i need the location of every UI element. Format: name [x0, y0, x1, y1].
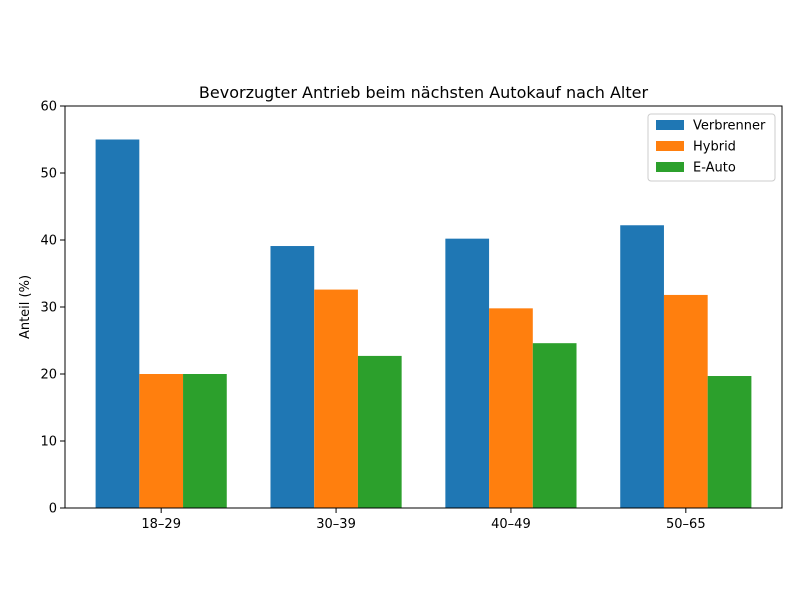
bar-e-auto-1: [357, 355, 402, 508]
legend-swatch-hybrid: [656, 141, 684, 151]
x-tick-label: 18–29: [141, 517, 181, 532]
y-tick-label: 10: [40, 435, 57, 450]
legend-label-e-auto: E-Auto: [693, 161, 736, 176]
bar-hybrid-2: [489, 308, 533, 508]
y-tick-label: 0: [49, 502, 57, 517]
plot-frame: [64, 105, 783, 509]
bar-verbrenner-0: [95, 139, 140, 508]
legend-label-hybrid: Hybrid: [693, 140, 736, 155]
bar-verbrenner-1: [270, 246, 315, 508]
bar-hybrid-3: [663, 294, 708, 508]
y-tick-label: 40: [40, 234, 57, 249]
bar-hybrid-1: [314, 289, 358, 508]
chart-title: Bevorzugter Antrieb beim nächsten Autoka…: [199, 83, 649, 102]
x-tick-label: 40–49: [491, 517, 531, 532]
bar-verbrenner-2: [445, 238, 490, 508]
y-tick-label: 50: [40, 167, 57, 182]
y-axis-label: Anteil (%): [18, 275, 33, 339]
x-axis-ticks: 18–29 30–39 40–49 50–65: [141, 508, 706, 532]
legend-swatch-e-auto: [656, 162, 684, 172]
bar-e-auto-2: [532, 343, 577, 508]
bars-group: [95, 139, 752, 508]
legend: Verbrenner Hybrid E-Auto: [647, 113, 776, 182]
x-tick-label: 50–65: [666, 517, 706, 532]
x-tick-label: 30–39: [316, 517, 356, 532]
bar-hybrid-0: [139, 374, 184, 508]
legend-swatch-verbrenner: [656, 120, 684, 130]
bar-verbrenner-3: [620, 225, 664, 508]
y-tick-label: 60: [40, 100, 57, 115]
bar-e-auto-3: [707, 376, 752, 508]
y-axis-ticks: 0 10 20 30 40 50 60: [40, 100, 65, 517]
y-tick-label: 30: [40, 301, 57, 316]
bar-e-auto-0: [183, 374, 227, 508]
legend-label-verbrenner: Verbrenner: [693, 119, 766, 134]
y-tick-label: 20: [40, 368, 57, 383]
